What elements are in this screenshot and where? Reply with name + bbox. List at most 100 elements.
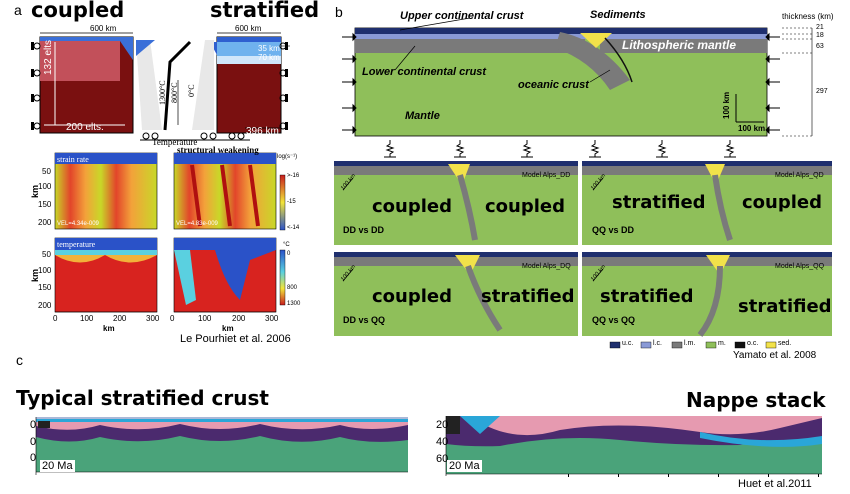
structural-weakening: structural weakening <box>177 145 259 155</box>
legend-lm: l.m. <box>684 340 696 347</box>
tile-2-model: Model Alps_QD <box>775 172 824 179</box>
tile-2-right: coupled <box>742 192 822 213</box>
y-tick-200-top: 200 <box>38 218 52 227</box>
x-tick-300-left: 300 <box>146 314 160 323</box>
stratified-title: stratified <box>210 0 320 22</box>
dim-70: 70 km <box>258 53 280 62</box>
x-label-right: km <box>222 324 234 333</box>
cb2-tick-3: 1300 <box>287 301 301 307</box>
label-oceanic-crust: oceanic crust <box>518 79 589 91</box>
panel-b-letter: b <box>335 4 343 20</box>
legend-swatch-5 <box>765 341 777 349</box>
tile-2-left: stratified <box>612 192 706 213</box>
thickness-18: 18 <box>816 32 824 39</box>
cb1-tick-1: >-16 <box>287 173 300 179</box>
legend-uc: u.c. <box>622 340 634 347</box>
strain-rate-label: strain rate <box>57 155 89 164</box>
y-tick-100-bottom: 100 <box>38 266 52 275</box>
tile-1-left: coupled <box>372 196 452 217</box>
cb1-tick-3: <-14 <box>287 225 300 231</box>
tile-3-right: stratified <box>481 286 575 307</box>
legend-oc: o.c. <box>747 340 759 347</box>
dim-35: 35 km <box>258 44 280 53</box>
citation-yamato: Yamato et al. 2008 <box>733 350 817 361</box>
tile-3-model: Model Alps_DQ <box>522 263 571 270</box>
legend-swatch-1 <box>640 341 652 349</box>
cb1-unit: log(s⁻¹) <box>277 154 298 160</box>
label-sediments: Sediments <box>590 9 646 21</box>
vel-left: VEL=4.34e-009 <box>57 221 99 227</box>
vel-right: VEL=4.83e-009 <box>176 221 218 227</box>
thickness-63: 63 <box>816 43 824 50</box>
tile-1-model: Model Alps_DD <box>522 172 571 179</box>
dim-200elts: 200 elts. <box>66 122 104 133</box>
y-tick-100-top: 100 <box>38 182 52 191</box>
x-tick-0-left: 0 <box>53 314 58 323</box>
label-lith-mantle: Lithospheric mantle <box>622 38 737 52</box>
x-tick-300-right: 300 <box>265 314 279 323</box>
citation-huet: Huet et al.2011 <box>738 478 812 490</box>
panel-c-letter: c <box>16 352 23 368</box>
legend-swatch-2 <box>671 341 683 349</box>
tile-1-sub: DD vs DD <box>343 225 385 235</box>
y-tick-150-top: 150 <box>38 200 52 209</box>
stratified-crust-title: Typical stratified crust <box>16 386 269 410</box>
legend-swatch-3 <box>705 341 717 349</box>
legend-lc: l.c. <box>653 340 662 347</box>
thickness-297: 297 <box>816 88 828 95</box>
tile-4-sub: QQ vs QQ <box>592 315 636 325</box>
citation-le-pourhiet: Le Pourhiet et al. 2006 <box>180 333 291 345</box>
temperature-label: Temperature <box>152 137 198 147</box>
right-y-tick-40: 40 <box>436 436 449 448</box>
dim-396: 396 km <box>246 126 279 137</box>
x-label-left: km <box>103 324 115 333</box>
nappe-stack-title: Nappe stack <box>686 388 826 412</box>
legend-swatch-4 <box>734 341 746 349</box>
coupled-title: coupled <box>31 0 125 22</box>
tile-4-left: stratified <box>600 286 694 307</box>
right-y-tick-20: 20 <box>436 419 449 431</box>
y-tick-50-top: 50 <box>42 167 51 176</box>
x-tick-200-left: 200 <box>113 314 127 323</box>
cb2-unit: °C <box>283 242 290 248</box>
scale-horizontal: 100 km <box>738 124 766 133</box>
y-tick-50-bottom: 50 <box>42 250 51 259</box>
tile-3-left: coupled <box>372 286 452 307</box>
x-tick-200-right: 200 <box>232 314 246 323</box>
left-time-label: 20 Ma <box>40 460 75 472</box>
cb2-tick-1: 0 <box>287 251 291 257</box>
left-y-tick-1: 0 <box>30 419 37 431</box>
tile-3-sub: DD vs QQ <box>343 315 386 325</box>
thickness-21: 21 <box>816 24 824 31</box>
tile-2-sub: QQ vs DD <box>592 225 635 235</box>
panel-a-letter: a <box>14 2 22 18</box>
cb2-tick-2: 800 <box>287 285 298 291</box>
tile-4-right: stratified <box>738 296 832 317</box>
temperature-field-label: temperature <box>57 240 96 249</box>
dim-600-right: 600 km <box>235 24 262 33</box>
tile-4-model: Model Alps_QQ <box>775 263 825 270</box>
right-y-tick-60: 60 <box>436 453 449 465</box>
dim-600-left: 600 km <box>90 24 117 33</box>
thickness-label: thickness (km) <box>782 12 834 21</box>
legend-swatches <box>609 341 777 349</box>
left-y-tick-3: 0 <box>30 452 37 464</box>
right-time-label: 20 Ma <box>447 460 482 472</box>
tile-grid <box>334 161 832 337</box>
left-y-tick-2: 0 <box>30 436 37 448</box>
legend-m: m. <box>718 340 726 347</box>
legend-sed: sed. <box>778 340 792 347</box>
x-tick-100-left: 100 <box>80 314 94 323</box>
y-tick-200-bottom: 200 <box>38 301 52 310</box>
y-tick-150-bottom: 150 <box>38 283 52 292</box>
legend-swatch-0 <box>609 341 621 349</box>
label-lower-crust: Lower continental crust <box>362 66 487 78</box>
x-tick-0-right: 0 <box>170 314 175 323</box>
cb1-tick-2: -15 <box>287 199 296 205</box>
x-tick-100-right: 100 <box>198 314 212 323</box>
label-mantle: Mantle <box>405 110 440 122</box>
tile-1-right: coupled <box>485 196 565 217</box>
